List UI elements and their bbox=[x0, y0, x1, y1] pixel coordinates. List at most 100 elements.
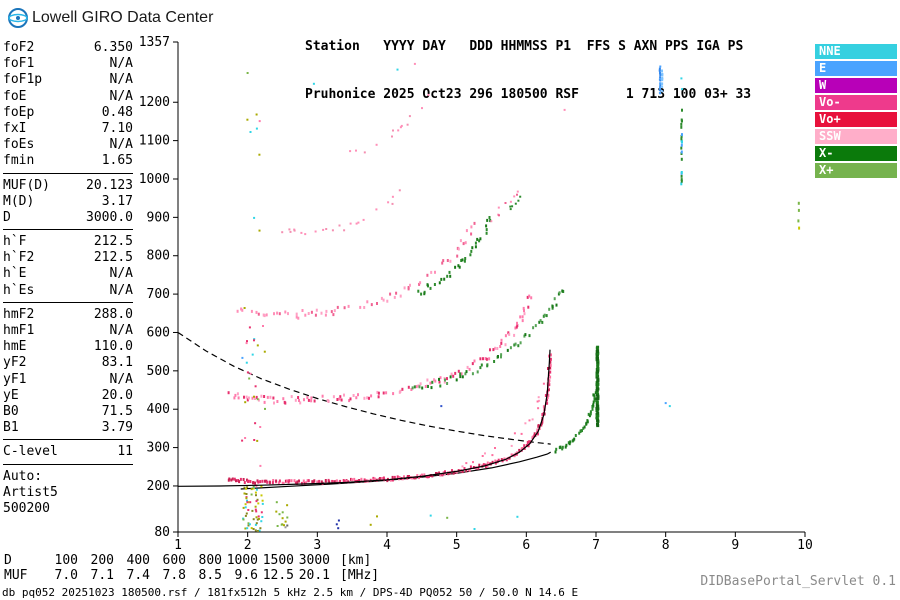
row-value: 8.5 bbox=[198, 568, 222, 583]
axes bbox=[177, 42, 805, 533]
x-tick-label: 7 bbox=[592, 538, 600, 553]
distance-muf-row: MUF 7.0 7.1 7.4 7.8 8.5 9.6 12.5 20.1 [MHz] bbox=[4, 568, 379, 583]
y-tick-label: 800 bbox=[147, 249, 170, 264]
parameter-row: D 3000.0 bbox=[3, 210, 133, 226]
parameter-value: 1.65 bbox=[101, 153, 133, 169]
legend-item-Vo+: Vo+ bbox=[815, 112, 897, 127]
app-title: Lowell GIRO Data Center bbox=[32, 9, 214, 26]
panel-divider bbox=[3, 463, 133, 465]
row-value: 600 bbox=[162, 553, 186, 568]
distance-muf-table: D 100 200 400 600 800 1000 1500 3000 [km] MUF 7.0 7.… bbox=[4, 553, 379, 583]
status-bar: db pq052 20251023 180500.rsf / 181fx512h… bbox=[2, 586, 579, 599]
parameter-value: N/A bbox=[109, 266, 133, 282]
legend-item-X-: X- bbox=[815, 146, 897, 161]
parameter-label: hmF2 bbox=[3, 306, 35, 322]
parameter-row: yE 20.0 bbox=[3, 388, 133, 404]
row-value: 3000 bbox=[298, 553, 330, 568]
panel-divider bbox=[3, 439, 133, 441]
parameter-row: Auto: bbox=[3, 469, 133, 485]
servlet-version-label: DIDBasePortal_Servlet 0.1 bbox=[700, 574, 896, 589]
legend-item-W: W bbox=[815, 78, 897, 93]
parameter-row: M(D) 3.17 bbox=[3, 194, 133, 210]
parameter-value: 20.123 bbox=[86, 177, 133, 193]
row-value: 7.8 bbox=[162, 568, 186, 583]
parameter-value: 6.350 bbox=[93, 40, 133, 55]
row-value: 100 bbox=[54, 553, 78, 568]
station-header-columns: Station YYYY DAY DDD HHMMSS P1 FFS S AXN… bbox=[305, 39, 744, 54]
y-tick-label: 900 bbox=[147, 210, 170, 225]
row-label: D bbox=[4, 553, 12, 568]
parameter-label: h`F bbox=[3, 234, 27, 250]
parameter-label: MUF(D) bbox=[3, 177, 50, 193]
parameter-value: 3.17 bbox=[101, 193, 133, 209]
parameter-row: foEs N/A bbox=[3, 137, 133, 153]
parameter-label: yF2 bbox=[3, 355, 27, 371]
row-value: 7.1 bbox=[90, 568, 114, 583]
parameter-row: foEp 0.48 bbox=[3, 105, 133, 121]
legend-item-Vo-: Vo- bbox=[815, 95, 897, 110]
parameter-value: 71.5 bbox=[101, 403, 133, 419]
y-tick-label: 1100 bbox=[139, 134, 170, 149]
parameter-value: N/A bbox=[109, 72, 133, 88]
panel-divider bbox=[3, 229, 133, 231]
parameter-value: N/A bbox=[109, 137, 133, 153]
parameter-row: foF1p N/A bbox=[3, 72, 133, 88]
parameter-row: fxI 7.10 bbox=[3, 121, 133, 137]
doppler-legend: NNE E W Vo- Vo+ SSW X- X+ bbox=[815, 44, 897, 180]
row-unit: [MHz] bbox=[340, 568, 380, 583]
parameter-row: hmF1 N/A bbox=[3, 323, 133, 339]
row-value: 400 bbox=[126, 553, 150, 568]
row-value: 9.6 bbox=[234, 568, 258, 583]
distance-muf-row: D 100 200 400 600 800 1000 1500 3000 [km] bbox=[4, 553, 379, 568]
parameter-value: 0.48 bbox=[101, 104, 133, 120]
parameter-value: N/A bbox=[109, 282, 133, 298]
y-tick-label: 1200 bbox=[139, 95, 170, 110]
parameter-value: N/A bbox=[109, 323, 133, 338]
x-tick-label: 4 bbox=[383, 538, 391, 553]
y-tick-label: 300 bbox=[147, 441, 170, 456]
y-tick-label: 600 bbox=[147, 325, 170, 340]
row-label: MUF bbox=[4, 568, 28, 583]
parameter-row: foF2 6.350 bbox=[3, 40, 133, 56]
parameter-label: foEs bbox=[3, 137, 35, 153]
parameter-label: C-level bbox=[3, 444, 58, 460]
parameter-row: Artist5 bbox=[3, 485, 133, 501]
parameter-row: yF2 83.1 bbox=[3, 355, 133, 371]
row-value: 7.0 bbox=[54, 568, 78, 583]
parameter-value: 3.79 bbox=[101, 420, 133, 436]
parameter-row: hmF2 288.0 bbox=[3, 307, 133, 323]
parameter-label: foF1p bbox=[3, 72, 43, 88]
parameter-row: MUF(D) 20.123 bbox=[3, 178, 133, 194]
row-value: 800 bbox=[198, 553, 222, 568]
y-tick-label: 200 bbox=[147, 479, 170, 494]
parameter-value: N/A bbox=[109, 56, 133, 72]
parameter-value: 83.1 bbox=[101, 355, 133, 371]
parameter-label: yF1 bbox=[3, 371, 27, 387]
giro-logo-icon bbox=[7, 7, 29, 33]
x-tick-label: 9 bbox=[731, 538, 739, 553]
y-tick-label: 1000 bbox=[139, 172, 170, 187]
parameter-row: h`F2 212.5 bbox=[3, 250, 133, 266]
row-value: 200 bbox=[90, 553, 114, 568]
muf-transmission-curve bbox=[177, 331, 551, 445]
parameter-value: 288.0 bbox=[93, 306, 133, 322]
parameter-value: 11 bbox=[117, 444, 133, 460]
y-tick-label: 80 bbox=[154, 525, 170, 540]
parameter-row: fmin 1.65 bbox=[3, 153, 133, 169]
parameter-label: foF2 bbox=[3, 40, 35, 55]
parameter-label: B1 bbox=[3, 420, 19, 436]
legend-item-E: E bbox=[815, 61, 897, 76]
parameter-value: 7.10 bbox=[101, 120, 133, 136]
parameter-label: hmE bbox=[3, 339, 27, 355]
legend-item-SSW: SSW bbox=[815, 129, 897, 144]
row-value: 1500 bbox=[262, 553, 294, 568]
x-tick-label: 5 bbox=[453, 538, 461, 553]
row-value: 1000 bbox=[226, 553, 258, 568]
legend-item-NNE: NNE bbox=[815, 44, 897, 59]
parameter-value: 212.5 bbox=[93, 234, 133, 250]
x-tick-label: 2 bbox=[244, 538, 252, 553]
x-tick-label: 10 bbox=[797, 538, 813, 553]
y-tick-label: 700 bbox=[147, 287, 170, 302]
parameter-label: h`E bbox=[3, 266, 27, 282]
